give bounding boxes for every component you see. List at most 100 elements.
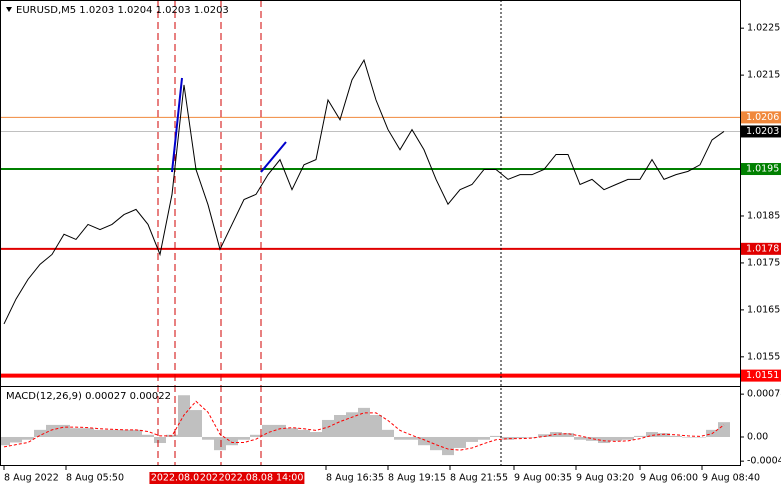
macd-bar	[130, 429, 142, 437]
macd-bar	[178, 395, 190, 437]
level-label: 1.0195	[746, 164, 779, 175]
macd-bar	[190, 410, 202, 437]
vertical-line-label: 2022.08.08 14:00	[219, 473, 304, 484]
y-tick-label: 0.00078	[747, 389, 781, 400]
macd-bar	[106, 429, 118, 437]
macd-bar	[382, 429, 394, 437]
x-tick-label: 8 Aug 05:50	[66, 473, 124, 484]
x-tick-label: 8 Aug 16:35	[326, 473, 384, 484]
macd-bar	[118, 429, 130, 437]
plot-frame	[0, 0, 741, 466]
y-tick-label: -0.00044	[747, 456, 781, 467]
x-tick-label: 9 Aug 03:20	[576, 473, 634, 484]
macd-bar	[538, 434, 550, 437]
level-label-bg	[741, 242, 781, 255]
level-label: 1.0203	[746, 126, 779, 137]
macd-bar	[94, 429, 106, 437]
macd-bar	[22, 436, 34, 440]
level-label-bg	[741, 369, 781, 382]
macd-bar	[718, 422, 730, 437]
macd-bar	[34, 429, 46, 437]
y-tick-label: 0.00	[747, 431, 768, 442]
macd-bar	[310, 432, 322, 437]
macd-bar	[274, 424, 286, 437]
macd-bar	[394, 436, 406, 440]
y-tick-label: 1.0175	[747, 257, 780, 268]
level-label: 1.0206	[746, 112, 779, 123]
macd-bar	[250, 434, 262, 437]
level-label: 1.0178	[746, 243, 779, 254]
macd-bar	[214, 436, 226, 451]
trend-line	[260, 141, 287, 173]
y-tick-label: 1.0215	[747, 70, 780, 81]
macd-bar	[682, 436, 694, 438]
macd-bar	[238, 436, 250, 440]
macd-bar	[70, 428, 82, 437]
macd-bar	[202, 436, 214, 440]
x-tick-label: 9 Aug 08:40	[702, 473, 760, 484]
y-tick-label: 1.0225	[747, 23, 780, 34]
macd-bar	[478, 436, 490, 440]
x-tick-label: 8 Aug 2022	[4, 473, 59, 484]
macd-bar	[346, 412, 358, 437]
macd-bar	[406, 436, 418, 440]
y-tick-label: 1.0155	[747, 351, 780, 362]
macd-bar	[154, 436, 166, 444]
macd-bar	[646, 432, 658, 437]
x-tick-label: 9 Aug 00:35	[514, 473, 572, 484]
y-tick-label: 1.0165	[747, 304, 780, 315]
macd-bar	[454, 436, 466, 448]
macd-bar	[0, 436, 10, 446]
macd-bar	[322, 419, 334, 437]
macd-bar	[358, 407, 370, 437]
x-tick-label: 8 Aug 21:55	[450, 473, 508, 484]
macd-signal	[3, 400, 725, 451]
macd-bar	[262, 424, 274, 437]
macd-bar	[82, 428, 94, 437]
macd-bar	[418, 436, 430, 446]
macd-bar	[634, 435, 646, 437]
macd-title: MACD(12,26,9) 0.00027 0.00022	[6, 391, 171, 402]
macd-bar	[574, 436, 586, 440]
macd-bar	[562, 433, 574, 437]
plot-layer	[0, 0, 781, 470]
macd-bar	[490, 435, 502, 437]
y-tick-label: 1.0185	[747, 210, 780, 221]
macd-bar	[610, 436, 622, 441]
vertical-line-label-bg	[149, 472, 201, 484]
trend-line	[171, 77, 183, 173]
macd-bar	[514, 436, 526, 439]
macd-bar	[658, 433, 670, 437]
x-tick-label: 9 Aug 06:00	[640, 473, 698, 484]
menu-triangle	[6, 7, 12, 12]
macd-bar	[370, 415, 382, 437]
macd-bar	[46, 424, 58, 437]
vertical-line-label: 2022.08.0	[151, 473, 199, 484]
level-label-bg	[741, 163, 781, 176]
chart-title: EURUSD,M5 1.0203 1.0204 1.0203 1.0203	[16, 5, 229, 16]
macd-bar	[622, 436, 634, 440]
macd-bar	[670, 435, 682, 437]
level-label-bg	[741, 125, 781, 138]
macd-bar	[10, 436, 22, 443]
macd-bar	[694, 436, 706, 438]
macd-bar	[466, 436, 478, 442]
macd-bar	[334, 415, 346, 437]
macd-bar	[298, 429, 310, 437]
macd-bar	[286, 428, 298, 437]
level-label: 1.0151	[746, 370, 779, 381]
x-tick-label: 8 Aug 19:15	[388, 473, 446, 484]
macd-bar	[502, 436, 514, 440]
macd-bar	[142, 434, 154, 437]
macd-bar	[58, 424, 70, 437]
macd-bar	[442, 436, 454, 456]
macd-bar	[586, 436, 598, 441]
macd-bar	[226, 436, 238, 446]
macd-bar	[430, 436, 442, 451]
price-line	[3, 58, 725, 325]
vertical-line-label-bg	[217, 472, 305, 484]
macd-bar	[526, 436, 538, 438]
macd-bar	[598, 436, 610, 444]
